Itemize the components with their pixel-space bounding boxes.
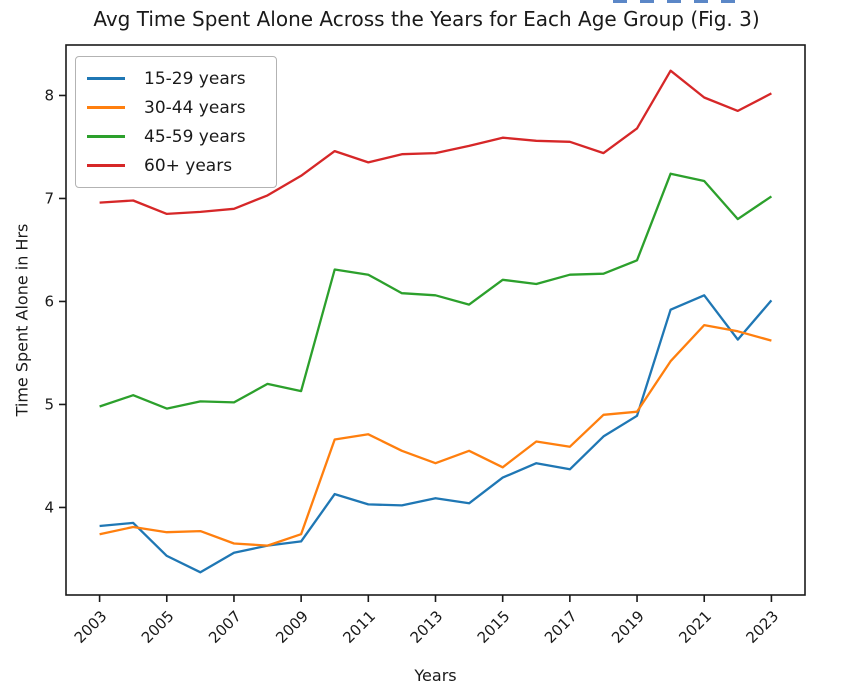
series-line-60+-years [99,69,772,216]
legend-item: 60+ years [76,151,276,180]
y-axis-label: Time Spent Alone in Hrs [12,223,32,417]
blue-mark [613,0,627,3]
x-tick-label: 2013 [407,607,447,647]
series-line-45-59-years [99,172,773,410]
legend-label: 60+ years [144,155,233,176]
blue-mark [721,0,735,3]
x-tick-label: 2005 [138,607,178,647]
x-axis-label: Years [414,666,457,685]
legend-item: 15-29 years [76,64,276,93]
x-tick-label: 2023 [743,607,783,647]
legend-label: 45-59 years [144,126,246,147]
legend-item: 30-44 years [76,93,276,122]
legend-label: 15-29 years [144,68,246,89]
x-tick-label: 2009 [272,607,312,647]
legend-line-swatch [87,106,125,109]
x-tick-label: 2011 [339,607,379,647]
x-tick-label: 2017 [541,607,581,647]
legend-line-swatch [87,164,125,167]
legend-line-swatch [87,77,125,80]
x-tick-label: 2003 [71,607,111,647]
legend-item: 45-59 years [76,122,276,151]
legend: 15-29 years 30-44 years 45-59 years 60+ yea… [75,56,277,188]
y-tick-label: 7 [44,189,54,207]
chart-title: Avg Time Spent Alone Across the Years fo… [93,7,760,31]
x-tick-label: 2015 [474,607,514,647]
x-tick-label: 2021 [675,607,715,647]
series-line-30-44-years [99,323,772,547]
blue-mark [694,0,708,3]
legend-line-swatch [87,135,125,138]
top-edge-marks [0,0,853,4]
y-tick-label: 4 [44,498,54,516]
blue-mark [640,0,654,3]
x-tick-label: 2007 [205,607,245,647]
blue-mark [667,0,681,3]
y-tick-label: 5 [44,395,54,413]
y-tick-label: 6 [44,292,54,310]
y-tick-label: 8 [44,86,54,104]
x-tick-label: 2019 [608,607,648,647]
series-line-15-29-years [99,294,773,574]
legend-label: 30-44 years [144,97,246,118]
